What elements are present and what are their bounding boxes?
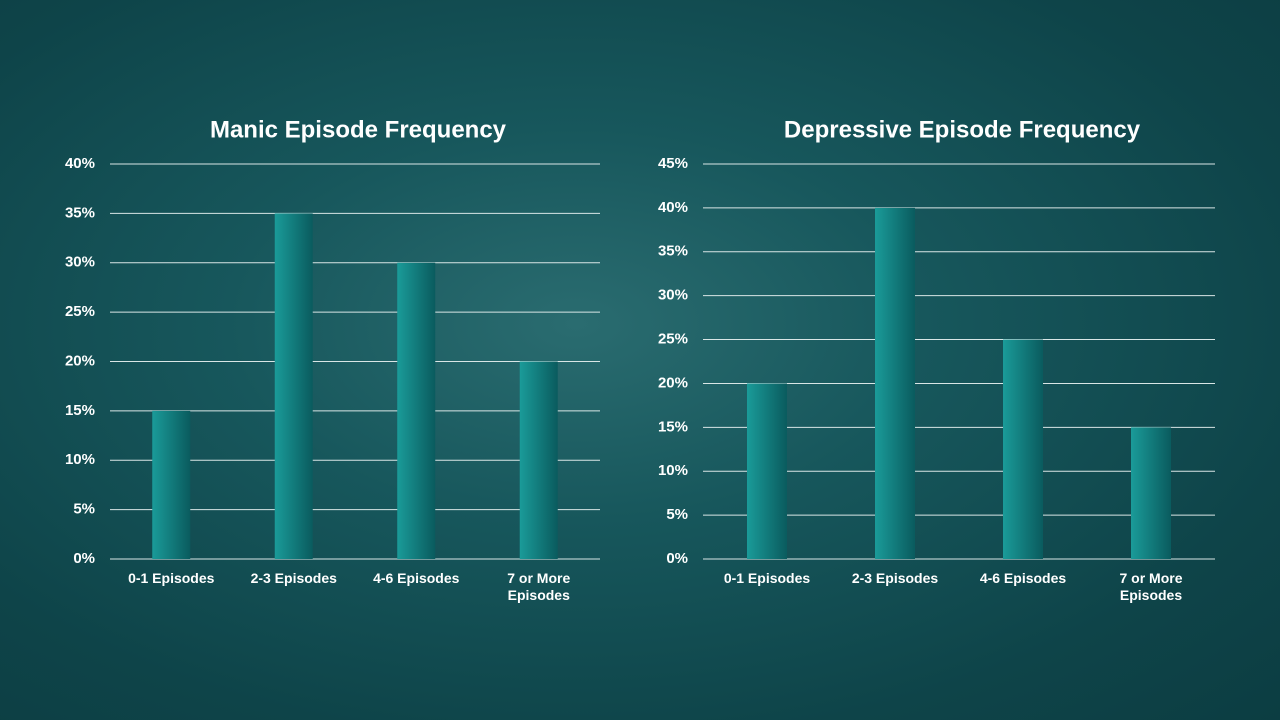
y-tick-label: 0% [666,550,688,567]
x-tick-label: 2-3 Episodes [851,570,939,586]
y-tick-label: 0% [73,550,95,567]
x-tick-label: 4-6 Episodes [373,570,460,586]
y-tick-label: 35% [658,243,688,260]
y-tick-label: 40% [65,155,95,172]
y-tick-label: 25% [65,303,95,320]
bar [274,213,313,559]
bar [1003,339,1043,559]
x-tick-label: 2-3 Episodes [250,570,337,586]
x-tick-label: 4-6 Episodes [979,570,1067,586]
y-tick-label: 35% [65,204,95,221]
x-tick-label: 7 or More Episodes [1119,570,1183,603]
y-tick-label: 15% [65,402,95,419]
bar [1131,427,1171,559]
y-tick-label: 10% [65,451,95,468]
y-tick-label: 40% [658,199,688,216]
chart-title: Depressive Episode Frequency [784,116,1141,143]
x-tick-label: 7 or More Episodes [507,570,571,603]
y-tick-label: 25% [658,331,688,348]
y-tick-label: 20% [658,374,688,391]
bar [747,383,787,559]
bar [397,262,436,559]
bar [875,207,915,559]
chart-title: Manic Episode Frequency [210,116,507,143]
y-tick-label: 15% [658,418,688,435]
y-tick-label: 30% [658,287,688,304]
x-tick-label: 0-1 Episodes [128,570,215,586]
x-tick-label: 0-1 Episodes [723,570,811,586]
y-tick-label: 30% [65,254,95,271]
y-tick-label: 5% [73,501,95,518]
y-tick-label: 5% [666,506,688,523]
bar [519,361,558,559]
y-tick-label: 45% [658,155,688,172]
bar [152,410,191,559]
y-tick-label: 20% [65,352,95,369]
y-tick-label: 10% [658,462,688,479]
